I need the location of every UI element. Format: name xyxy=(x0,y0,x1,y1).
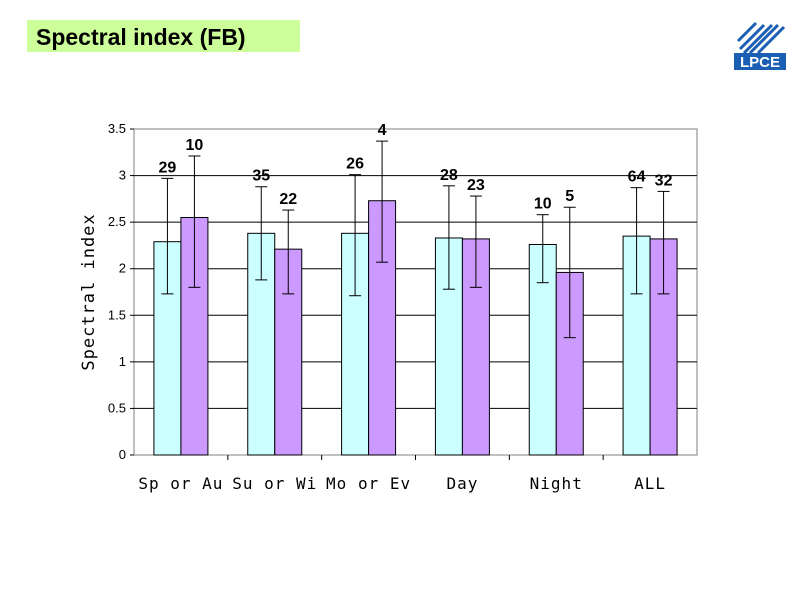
x-category-label: Mo or Ev xyxy=(326,474,411,493)
gridlines xyxy=(134,175,697,409)
count-labels: 29 10 35 22 26 4 28 23 10 5 64 32 xyxy=(159,122,673,213)
y-tick-label: 2.5 xyxy=(108,214,126,229)
y-tick-label: 2 xyxy=(119,261,126,276)
x-category-label: Sp or Au xyxy=(138,474,223,493)
y-tick-label: 3 xyxy=(119,168,126,183)
error-bars xyxy=(161,140,670,339)
y-tick-label: 1.5 xyxy=(108,307,126,322)
count-label: 4 xyxy=(378,122,387,139)
slide-title: Spectral index (FB) xyxy=(27,20,300,52)
count-label: 22 xyxy=(279,191,297,208)
y-tick-label: 0.5 xyxy=(108,400,126,415)
x-categories: Sp or Au Su or Wi Mo or Ev Day Night ALL xyxy=(138,455,666,493)
plot-area xyxy=(133,128,698,456)
x-category-label: Night xyxy=(530,474,583,493)
logo-stripes xyxy=(736,21,786,55)
count-label: 10 xyxy=(534,196,552,213)
count-label: 35 xyxy=(252,168,270,185)
count-label: 23 xyxy=(467,177,485,194)
count-label: 29 xyxy=(159,159,177,176)
count-label: 10 xyxy=(186,137,204,154)
count-label: 28 xyxy=(440,167,458,184)
y-axis-label: Spectral index xyxy=(79,213,99,370)
count-label: 32 xyxy=(655,172,673,189)
y-ticks: 0 0.5 1 1.5 2 2.5 3 3.5 xyxy=(108,121,134,462)
logo-text: LPCE xyxy=(740,54,780,71)
x-category-label: Su or Wi xyxy=(232,474,317,493)
lpce-logo: LPCE xyxy=(734,21,786,71)
y-tick-label: 0 xyxy=(119,447,126,462)
count-label: 26 xyxy=(346,156,364,173)
y-tick-label: 1 xyxy=(119,354,126,369)
count-label: 64 xyxy=(628,169,646,186)
x-category-label: ALL xyxy=(634,474,666,493)
count-label: 5 xyxy=(565,188,574,205)
y-tick-label: 3.5 xyxy=(108,121,126,136)
x-category-label: Day xyxy=(446,474,478,493)
